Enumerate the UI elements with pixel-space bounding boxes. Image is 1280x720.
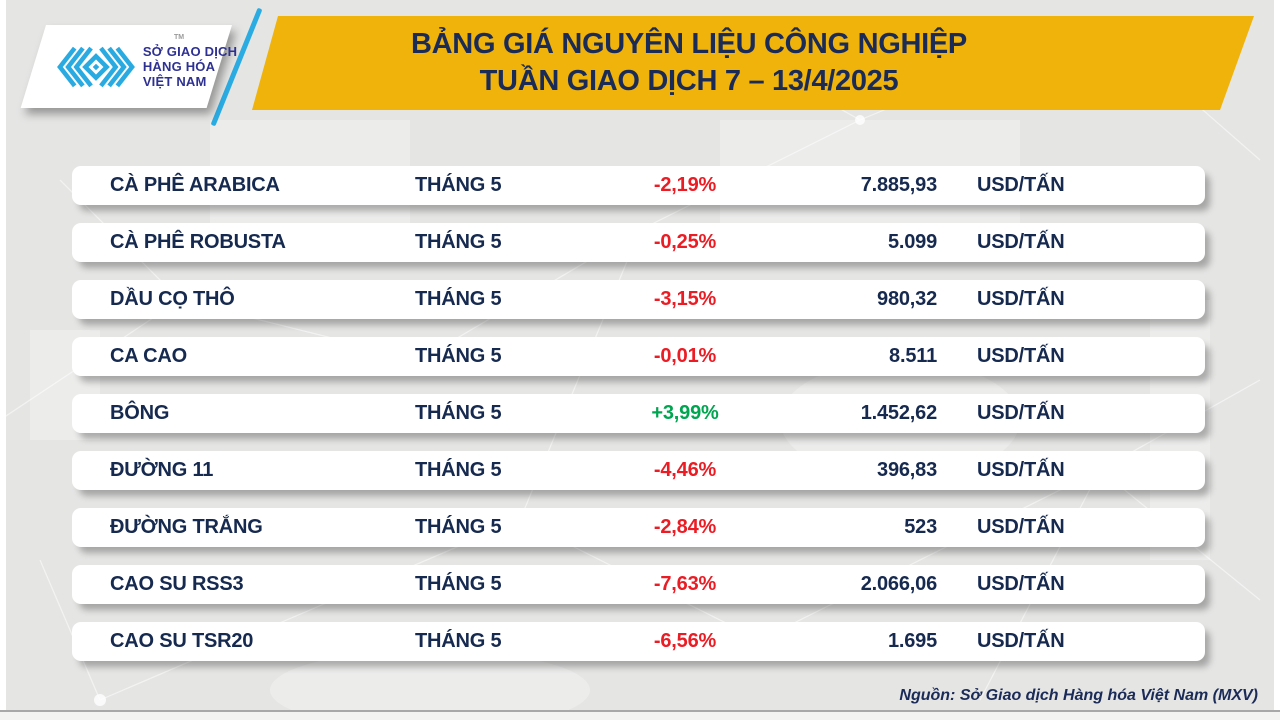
change-cell: -0,01% bbox=[653, 345, 717, 367]
change-cell: -7,63% bbox=[653, 573, 717, 595]
contract-month: THÁNG 5 bbox=[415, 288, 502, 310]
page-title-line2: TUẦN GIAO DỊCH 7 – 13/4/2025 bbox=[479, 65, 899, 97]
contract-month: THÁNG 5 bbox=[415, 516, 502, 538]
title-banner: BẢNG GIÁ NGUYÊN LIỆU CÔNG NGHIỆP TUẦN GI… bbox=[252, 16, 1254, 110]
price-unit: USD/TẤN bbox=[977, 630, 1065, 652]
contract-month: THÁNG 5 bbox=[415, 174, 502, 196]
commodity-name: BÔNG bbox=[110, 402, 170, 424]
price-unit: USD/TẤN bbox=[977, 288, 1065, 310]
contract-month: THÁNG 5 bbox=[415, 231, 502, 253]
price-value: 7.885,93 bbox=[860, 174, 937, 196]
price-unit: USD/TẤN bbox=[977, 345, 1065, 367]
right-edge-strip bbox=[1274, 0, 1280, 720]
commodity-name: CÀ PHÊ ARABICA bbox=[110, 174, 280, 196]
commodity-name: CAO SU RSS3 bbox=[110, 573, 244, 595]
price-unit: USD/TẤN bbox=[977, 459, 1065, 481]
change-cell: -2,84% bbox=[653, 516, 717, 538]
table-row: CAO SU TSR20 THÁNG 5 -6,56% 1.695 USD/TẤ… bbox=[72, 622, 1205, 661]
source-credit: Nguồn: Sở Giao dịch Hàng hóa Việt Nam (M… bbox=[899, 687, 1258, 704]
commodity-name: ĐƯỜNG 11 bbox=[110, 459, 214, 481]
bottom-edge-strip bbox=[0, 710, 1280, 720]
price-table: CÀ PHÊ ARABICA THÁNG 5 -2,19% 7.885,93 U… bbox=[72, 166, 1205, 679]
table-row: CA CAO THÁNG 5 -0,01% 8.511 USD/TẤN bbox=[72, 337, 1205, 376]
trademark-symbol: TM bbox=[174, 34, 185, 41]
commodity-name: CÀ PHÊ ROBUSTA bbox=[110, 231, 286, 253]
change-cell: -2,19% bbox=[653, 174, 717, 196]
contract-month: THÁNG 5 bbox=[415, 402, 502, 424]
logo-text-line1: SỞ GIAO DỊCH bbox=[142, 44, 238, 59]
mxv-logo-wordmark: SỞ GIAO DỊCH HÀNG HÓA VIỆT NAM bbox=[143, 44, 237, 89]
price-value: 5.099 bbox=[887, 231, 937, 253]
contract-month: THÁNG 5 bbox=[415, 630, 502, 652]
commodity-name: DẦU CỌ THÔ bbox=[110, 288, 235, 310]
table-row: ĐƯỜNG 11 THÁNG 5 -4,46% 396,83 USD/TẤN bbox=[72, 451, 1205, 490]
change-cell: -4,46% bbox=[653, 459, 717, 481]
change-cell: -0,25% bbox=[653, 231, 717, 253]
price-value: 8.511 bbox=[889, 345, 937, 367]
change-cell: -3,15% bbox=[653, 288, 717, 310]
price-value: 980,32 bbox=[877, 288, 937, 310]
page-title-line1: BẢNG GIÁ NGUYÊN LIỆU CÔNG NGHIỆP bbox=[411, 28, 967, 60]
price-unit: USD/TẤN bbox=[977, 174, 1065, 196]
contract-month: THÁNG 5 bbox=[415, 573, 502, 595]
change-cell: +3,99% bbox=[651, 402, 719, 424]
price-value: 2.066,06 bbox=[860, 573, 937, 595]
table-row: BÔNG THÁNG 5 +3,99% 1.452,62 USD/TẤN bbox=[72, 394, 1205, 433]
price-unit: USD/TẤN bbox=[977, 573, 1065, 595]
table-row: DẦU CỌ THÔ THÁNG 5 -3,15% 980,32 USD/TẤN bbox=[72, 280, 1205, 319]
price-value: 1.695 bbox=[887, 630, 937, 652]
price-value: 396,83 bbox=[877, 459, 937, 481]
commodity-name: CAO SU TSR20 bbox=[110, 630, 254, 652]
logo-text-line2: HÀNG HÓA bbox=[142, 59, 216, 74]
table-row: CÀ PHÊ ROBUSTA THÁNG 5 -0,25% 5.099 USD/… bbox=[72, 223, 1205, 262]
mxv-logo-icon bbox=[56, 46, 135, 87]
commodity-name: ĐƯỜNG TRẮNG bbox=[110, 516, 263, 538]
commodity-name: CA CAO bbox=[110, 345, 187, 367]
price-unit: USD/TẤN bbox=[977, 516, 1065, 538]
logo-text-line3: VIỆT NAM bbox=[142, 74, 207, 89]
price-value: 523 bbox=[904, 516, 937, 538]
price-unit: USD/TẤN bbox=[977, 402, 1065, 424]
price-value: 1.452,62 bbox=[860, 402, 937, 424]
price-unit: USD/TẤN bbox=[977, 231, 1065, 253]
mxv-logo-card: TM SỞ GIAO DỊCH HÀNG HÓA VIỆT NAM bbox=[20, 25, 237, 108]
contract-month: THÁNG 5 bbox=[415, 459, 502, 481]
change-cell: -6,56% bbox=[653, 630, 717, 652]
table-row: CÀ PHÊ ARABICA THÁNG 5 -2,19% 7.885,93 U… bbox=[72, 166, 1205, 205]
left-edge-strip bbox=[0, 0, 6, 720]
table-row: CAO SU RSS3 THÁNG 5 -7,63% 2.066,06 USD/… bbox=[72, 565, 1205, 604]
table-row: ĐƯỜNG TRẮNG THÁNG 5 -2,84% 523 USD/TẤN bbox=[72, 508, 1205, 547]
contract-month: THÁNG 5 bbox=[415, 345, 502, 367]
